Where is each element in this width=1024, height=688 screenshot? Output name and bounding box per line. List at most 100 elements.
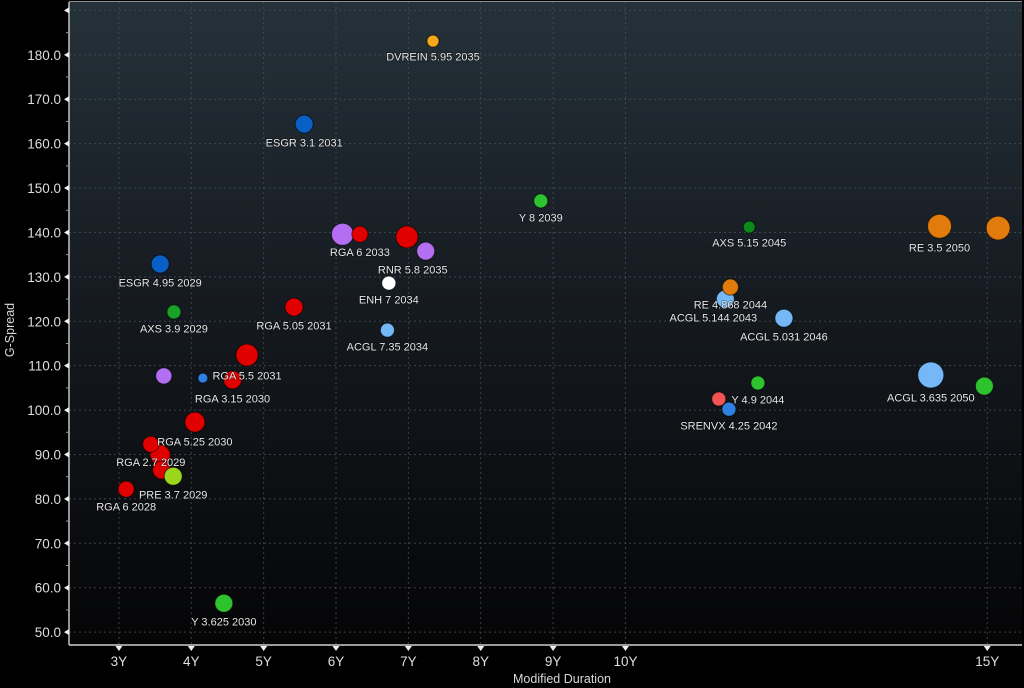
data-label: RGA 5.25 2030: [157, 437, 232, 449]
data-point[interactable]: [395, 225, 419, 249]
y-tick-label: 80.0: [35, 492, 61, 507]
y-tick-mark: [64, 495, 69, 502]
data-point[interactable]: [351, 225, 369, 243]
data-point[interactable]: [235, 343, 259, 367]
data-label: RE 3.5 2050: [909, 243, 970, 255]
x-tick-label: 8Y: [472, 654, 489, 669]
data-point[interactable]: [742, 220, 756, 234]
y-tick-label: 150.0: [27, 181, 61, 196]
data-point[interactable]: [917, 361, 945, 389]
data-point[interactable]: [721, 401, 737, 417]
x-tick-label: 6Y: [328, 654, 345, 669]
x-tick-mark: [477, 646, 485, 651]
gridlines: [69, 2, 1022, 645]
x-tick-mark: [115, 646, 123, 651]
data-point[interactable]: [774, 308, 794, 328]
y-tick-mark: [64, 318, 69, 325]
x-tick-label: 9Y: [545, 654, 562, 669]
y-tick-mark: [64, 7, 69, 14]
y-tick-mark: [64, 629, 69, 636]
plot-area: [69, 2, 1022, 645]
y-tick-mark: [64, 362, 69, 369]
data-label: ENH 7 2034: [359, 295, 419, 307]
data-label: ESGR 3.1 2031: [266, 138, 343, 150]
y-tick-label: 170.0: [27, 92, 61, 107]
x-axis-title: Modified Duration: [513, 672, 611, 686]
data-label: Y 3.625 2030: [191, 617, 256, 629]
data-point[interactable]: [379, 322, 395, 338]
data-point[interactable]: [184, 411, 206, 433]
x-tick-label: 7Y: [400, 654, 417, 669]
data-point[interactable]: [166, 304, 182, 320]
y-tick-mark: [64, 540, 69, 547]
data-label: RGA 5.05 2031: [256, 321, 331, 333]
data-point[interactable]: [711, 391, 727, 407]
x-tick-mark: [549, 646, 557, 651]
data-point[interactable]: [416, 241, 436, 261]
data-points: [117, 34, 1011, 613]
data-point[interactable]: [927, 213, 952, 239]
data-label: SRENVX 4.25 2042: [680, 421, 777, 433]
data-label: PRE 3.7 2029: [139, 490, 208, 502]
x-tick-label: 10Y: [613, 654, 637, 669]
data-label: Y 8 2039: [519, 212, 563, 224]
data-point[interactable]: [750, 375, 766, 391]
y-tick-label: 110.0: [28, 359, 61, 374]
x-tick-label: 15Y: [975, 654, 999, 669]
data-label: RNR 5.8 2035: [378, 265, 448, 277]
y-tick-mark: [64, 584, 69, 591]
x-axis-ticks: 3Y 4Y 5Y 6Y 7Y 8Y 9Y 10Y 15Y: [111, 646, 999, 669]
y-tick-label: 160.0: [27, 137, 61, 152]
x-tick-mark: [187, 646, 195, 651]
y-tick-label: 130.0: [27, 270, 61, 285]
data-label: AXS 3.9 2029: [140, 323, 208, 335]
data-point[interactable]: [721, 278, 739, 296]
data-point[interactable]: [197, 372, 209, 384]
data-point[interactable]: [150, 254, 170, 274]
y-tick-label: 90.0: [35, 447, 61, 462]
data-labels: DVREIN 5.95 2035 ESGR 3.1 2031 Y 8 2039 AXS…: [95, 51, 975, 630]
x-tick-mark: [621, 646, 629, 651]
x-tick-label: 5Y: [255, 654, 272, 669]
y-tick-mark: [64, 185, 69, 192]
y-tick-label: 180.0: [27, 48, 61, 63]
data-point[interactable]: [330, 222, 355, 246]
y-tick-mark: [64, 407, 69, 414]
data-point[interactable]: [284, 297, 304, 317]
y-tick-mark: [64, 51, 69, 58]
y-tick-label: 100.0: [27, 403, 61, 418]
data-point[interactable]: [117, 480, 135, 498]
data-point[interactable]: [294, 114, 314, 134]
data-label: RE 4.868 2044: [694, 300, 767, 312]
data-point[interactable]: [223, 370, 243, 390]
y-tick-mark: [64, 229, 69, 236]
data-point[interactable]: [214, 593, 234, 613]
x-tick-mark: [332, 646, 340, 651]
data-point[interactable]: [381, 275, 397, 291]
x-tick-label: 3Y: [111, 654, 128, 669]
data-point[interactable]: [163, 466, 183, 486]
data-label: DVREIN 5.95 2035: [386, 52, 480, 64]
data-label: RGA 6 2033: [330, 247, 390, 259]
data-point[interactable]: [985, 215, 1011, 241]
y-axis-title: G-Spread: [3, 303, 17, 357]
y-tick-label: 60.0: [35, 581, 61, 596]
data-point[interactable]: [142, 435, 160, 453]
data-point[interactable]: [533, 193, 549, 209]
data-label: Y 4.9 2044: [731, 395, 784, 407]
data-point[interactable]: [155, 367, 173, 385]
y-tick-mark: [64, 273, 69, 280]
y-axis-ticks: 50.0 60.0 70.0 80.0 90.0 100.0 110.0 120.0 130.0…: [27, 7, 69, 640]
data-label: ACGL 7.35 2034: [347, 342, 429, 354]
y-tick-label: 120.0: [27, 314, 61, 329]
data-label: ESGR 4.95 2029: [119, 277, 202, 289]
y-tick-mark: [64, 451, 69, 458]
data-label: RGA 2.7 2029: [116, 457, 185, 469]
data-label: ACGL 3.635 2050: [887, 393, 975, 405]
data-point[interactable]: [974, 376, 994, 396]
y-tick-mark: [64, 96, 69, 103]
data-label: RGA 3.15 2030: [195, 393, 270, 405]
data-point[interactable]: [426, 34, 440, 48]
data-label: AXS 5.15 2045: [712, 238, 786, 250]
